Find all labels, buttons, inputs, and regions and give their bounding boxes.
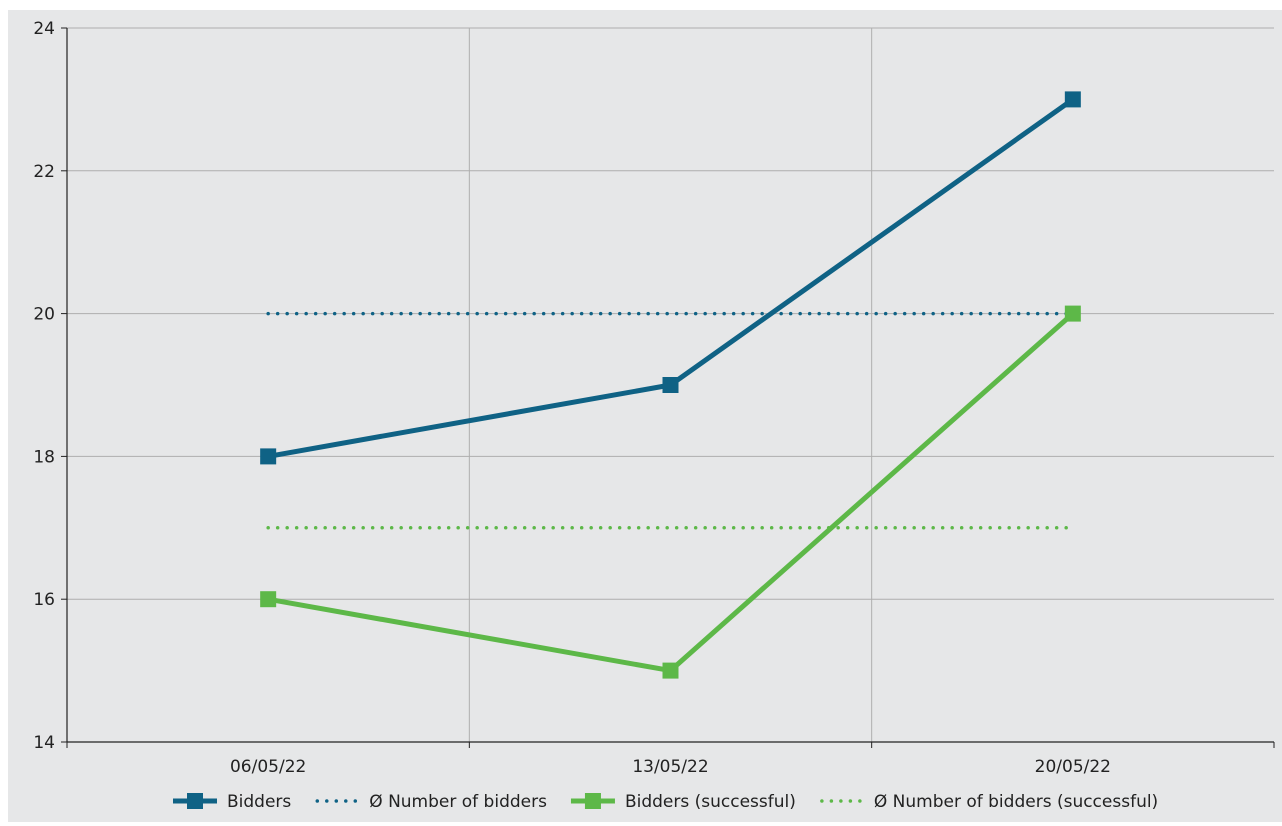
legend-item: Ø Number of bidders xyxy=(315,792,547,812)
legend-item: Bidders xyxy=(173,792,291,812)
y-tick-label: 14 xyxy=(33,733,55,753)
legend-swatch-marker xyxy=(584,793,601,809)
series-bidders xyxy=(260,91,1081,465)
data-point-marker xyxy=(662,662,679,679)
legend-label: Ø Number of bidders xyxy=(369,792,547,812)
y-tick-label: 16 xyxy=(33,590,55,610)
plot-background xyxy=(8,10,1282,822)
y-tick-label: 22 xyxy=(33,162,55,182)
series-bidders-successful xyxy=(260,305,1081,679)
y-tick-label: 24 xyxy=(33,19,55,39)
y-axis-ticks: 14 16 18 20 22 24 xyxy=(33,19,67,753)
data-point-marker xyxy=(260,448,277,465)
legend-label: Bidders (successful) xyxy=(625,792,796,812)
legend-label: Bidders xyxy=(227,792,291,812)
series-layer xyxy=(260,91,1081,679)
x-axis-ticks: 06/05/22 13/05/22 20/05/22 xyxy=(66,742,1275,777)
chart-container: 14 16 18 20 22 24 06/05/22 13/05/22 20/05/22 Bi… xyxy=(8,10,1282,822)
data-point-marker xyxy=(1064,305,1081,322)
line-chart: 14 16 18 20 22 24 06/05/22 13/05/22 20/05/22 Bi… xyxy=(8,10,1282,822)
data-point-marker xyxy=(662,377,679,393)
y-tick-label: 20 xyxy=(33,305,55,325)
legend: Bidders Ø Number of bidders Bidders (succe… xyxy=(173,792,1158,812)
data-point-marker xyxy=(1064,91,1081,108)
data-point-marker xyxy=(260,591,277,608)
x-tick-label: 20/05/22 xyxy=(1035,757,1111,777)
x-tick-label: 06/05/22 xyxy=(230,757,306,777)
x-tick-label: 13/05/22 xyxy=(632,757,708,777)
legend-swatch-marker xyxy=(187,793,203,809)
axes xyxy=(66,28,1274,743)
legend-label: Ø Number of bidders (successful) xyxy=(874,792,1158,812)
y-tick-label: 18 xyxy=(33,447,55,467)
legend-item: Bidders (successful) xyxy=(570,792,796,812)
legend-item: Ø Number of bidders (successful) xyxy=(820,792,1158,812)
